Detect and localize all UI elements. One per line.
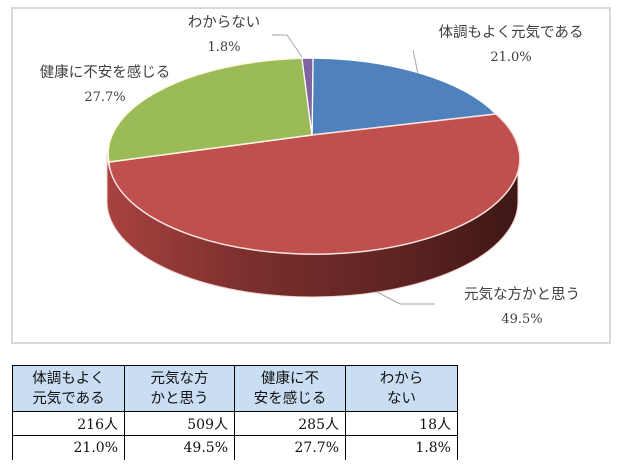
label-name: わからない [187,15,261,31]
table-cell: 285人 [234,411,346,436]
leader-line-red [376,291,435,305]
table-cell: 216人 [12,411,125,436]
label-percent: 49.5% [501,311,543,327]
header-line: ない [387,390,416,407]
data-table: 体調もよく元気である 元気な方かと思う 健康に不安を感じる わからない 216人… [12,365,458,460]
label-name: 体調もよく元気である [438,25,584,41]
table-header-cell: 体調もよく元気である [12,365,125,412]
label-percent: 27.7% [84,89,126,105]
slice-blue[interactable] [311,57,498,136]
table-cell: 509人 [124,411,235,436]
header-line: 元気である [32,390,105,407]
table-cell: 1.8% [345,435,458,460]
header-line: かと思う [150,390,209,407]
leader-line-purple [272,34,303,58]
table-header-cell: わから ない [345,365,458,412]
pie-chart [106,34,521,305]
label-name: 元気な方かと思う [464,287,580,303]
table-row-percents: 21.0% 49.5% 27.7% 1.8% [12,435,458,460]
header-line: 健康に不 [261,370,319,387]
slice-purple[interactable] [301,57,314,136]
data-label-blue: 体調もよく元気である 21.0% [428,26,594,64]
table-cell: 21.0% [12,435,125,460]
data-label-red: 元気な方かと思う 49.5% [452,288,592,326]
table-cell: 49.5% [124,435,235,460]
table-cell: 18人 [345,411,458,436]
data-label-purple: わからない 1.8% [178,16,270,54]
table-header-cell: 元気な方 かと思う [124,365,235,412]
table-header-cell: 健康に不 安を感じる [234,365,346,412]
label-name: 健康に不安を感じる [39,65,171,81]
label-percent: 1.8% [207,39,241,55]
header-line: わから [379,370,424,387]
table-row-counts: 216人 509人 285人 18人 [12,411,458,436]
label-percent: 21.0% [490,49,532,65]
header-line: 体調もよく [32,370,105,387]
header-line: 安を感じる [253,390,327,407]
data-label-green: 健康に不安を感じる 27.7% [24,66,186,104]
header-line: 元気な方 [150,370,209,387]
slice-green[interactable] [107,57,313,163]
table-header-row: 体調もよく元気である 元気な方かと思う 健康に不安を感じる わからない [12,365,458,412]
table-cell: 27.7% [234,435,346,460]
leader-line-blue [412,49,419,75]
